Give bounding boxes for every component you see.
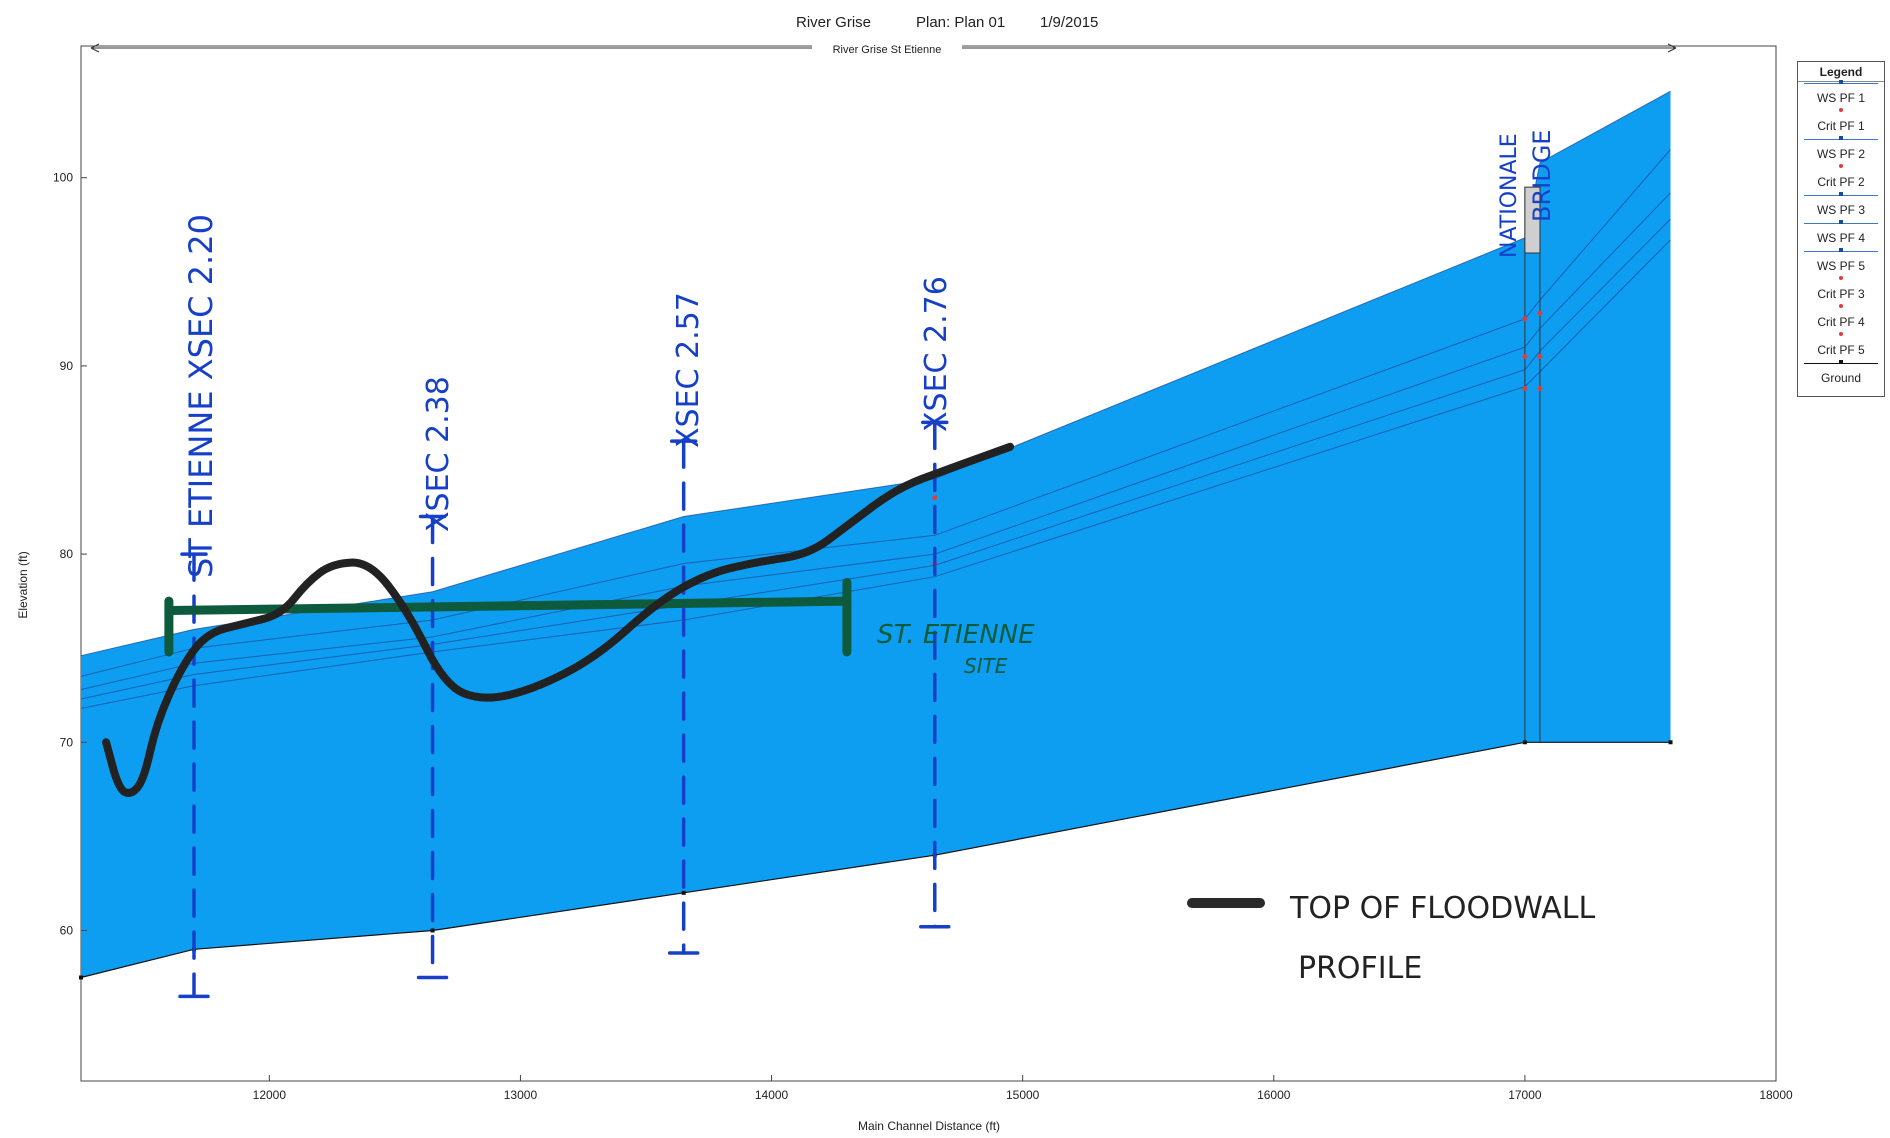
bridge-deck	[1524, 186, 1541, 254]
crit-point-4	[1522, 385, 1528, 391]
floodwall-key-line2: PROFILE	[1298, 951, 1422, 986]
legend-title: Legend	[1798, 62, 1884, 82]
legend-marker	[1839, 108, 1843, 112]
reach-label: River Grise St Etienne	[833, 44, 942, 56]
y-tick-label-100: 100	[53, 171, 73, 185]
legend-marker	[1839, 332, 1843, 336]
water-area	[81, 91, 1671, 978]
crit-point-5	[1537, 385, 1543, 391]
legend-marker	[1839, 220, 1843, 224]
crit-point-6	[932, 495, 938, 501]
legend-label: WS PF 1	[1816, 91, 1865, 105]
legend-item: Crit PF 1	[1798, 108, 1884, 138]
floodwall-key-line1: TOP OF FLOODWALL	[1289, 891, 1595, 926]
crit-point-2	[1522, 354, 1528, 359]
y-tick-label-60: 60	[60, 923, 74, 937]
legend-marker	[1839, 248, 1843, 252]
y-tick-label-80: 80	[60, 547, 74, 561]
crit-point-3	[1537, 354, 1543, 359]
legend-label: WS PF 2	[1816, 147, 1865, 161]
floodwall-profile-line	[102, 442, 1015, 797]
chart-title-date: 1/9/2015	[1040, 14, 1098, 31]
xsec-257-label: XSEC 2.57	[671, 292, 706, 448]
legend-item: Crit PF 2	[1798, 164, 1884, 194]
x-tick-label-16000: 16000	[1257, 1088, 1291, 1102]
legend-item: WS PF 3	[1798, 192, 1884, 222]
legend-label: Crit PF 5	[1817, 343, 1865, 357]
series-line-ws-pf-2	[80, 218, 1671, 700]
legend-marker	[1839, 276, 1843, 280]
y-tick-label-70: 70	[60, 735, 74, 749]
x-tick-label-17000: 17000	[1508, 1088, 1542, 1102]
legend-label: WS PF 4	[1816, 231, 1865, 245]
x-tick-label-18000: 18000	[1759, 1088, 1793, 1102]
xsec-markers-layer	[178, 420, 951, 999]
legend-label: WS PF 5	[1816, 259, 1865, 273]
legend-marker	[1839, 136, 1843, 140]
legend-marker	[1839, 304, 1843, 308]
y-axis-label: Elevation (ft)	[16, 551, 30, 618]
site-label-line2: SITE	[964, 654, 1008, 678]
ground-point-6	[1668, 740, 1673, 745]
x-tick-label-12000: 12000	[253, 1088, 287, 1102]
bridge-layer	[1524, 186, 1541, 743]
xsec-220-label: ST ETIENNE XSEC 2.20	[182, 214, 220, 578]
floodwall-layer	[102, 442, 1015, 797]
legend-item: WS PF 1	[1798, 80, 1884, 110]
legend-items: WS PF 1 Crit PF 1 WS PF 2 Crit PF 2 WS PF 3 W…	[1798, 80, 1884, 390]
legend-label: Ground	[1820, 371, 1862, 385]
chart-title-river: River Grise	[796, 14, 871, 31]
legend-item: Crit PF 3	[1798, 276, 1884, 306]
x-tick-label-15000: 15000	[1006, 1088, 1040, 1102]
legend-label: WS PF 3	[1816, 203, 1865, 217]
chart-title-plan: Plan: Plan 01	[916, 14, 1005, 31]
legend-label: Crit PF 2	[1817, 175, 1865, 189]
legend-item: WS PF 5	[1798, 248, 1884, 278]
ground-point-3	[681, 890, 686, 895]
legend-marker	[1839, 80, 1843, 84]
bridge-label-line1: NATIONALE	[1497, 133, 1522, 258]
legend-item: Ground	[1798, 360, 1884, 390]
axis-ticks-layer: 12000 13000 14000 15000 16000 17000 18000 60 70 8…	[53, 171, 1793, 1102]
xsec-276-label: XSEC 2.76	[919, 276, 954, 432]
crit-point-1	[1537, 310, 1543, 316]
bridge-label-line2: BRIDGE	[1528, 130, 1556, 222]
legend-item: WS PF 4	[1798, 220, 1884, 250]
y-tick-label-90: 90	[60, 359, 74, 373]
reach-span-arrows	[90, 43, 1677, 53]
legend-item: Crit PF 4	[1798, 304, 1884, 334]
series-line-ws-pf-3	[80, 192, 1671, 691]
x-axis-label: Main Channel Distance (ft)	[858, 1119, 1000, 1133]
legend-marker	[1839, 192, 1843, 196]
site-label-line1: ST. ETIENNE	[877, 620, 1035, 650]
legend-marker	[1839, 360, 1843, 364]
legend-label: Crit PF 4	[1817, 315, 1865, 329]
ground-point-0	[79, 975, 83, 980]
x-tick-label-14000: 14000	[755, 1088, 789, 1102]
legend-label: Crit PF 3	[1817, 287, 1865, 301]
legend-item: WS PF 2	[1798, 136, 1884, 166]
legend-marker	[1839, 164, 1843, 168]
ground-point-2	[430, 928, 435, 933]
xsec-238-label: XSEC 2.38	[421, 376, 456, 532]
reach-label-bg	[812, 40, 962, 56]
legend-label: Crit PF 1	[1817, 119, 1865, 133]
legend-item: Crit PF 5	[1798, 332, 1884, 362]
x-tick-label-13000: 13000	[504, 1088, 538, 1102]
crit-point-0	[1522, 316, 1528, 322]
water-area-layer	[81, 91, 1671, 978]
